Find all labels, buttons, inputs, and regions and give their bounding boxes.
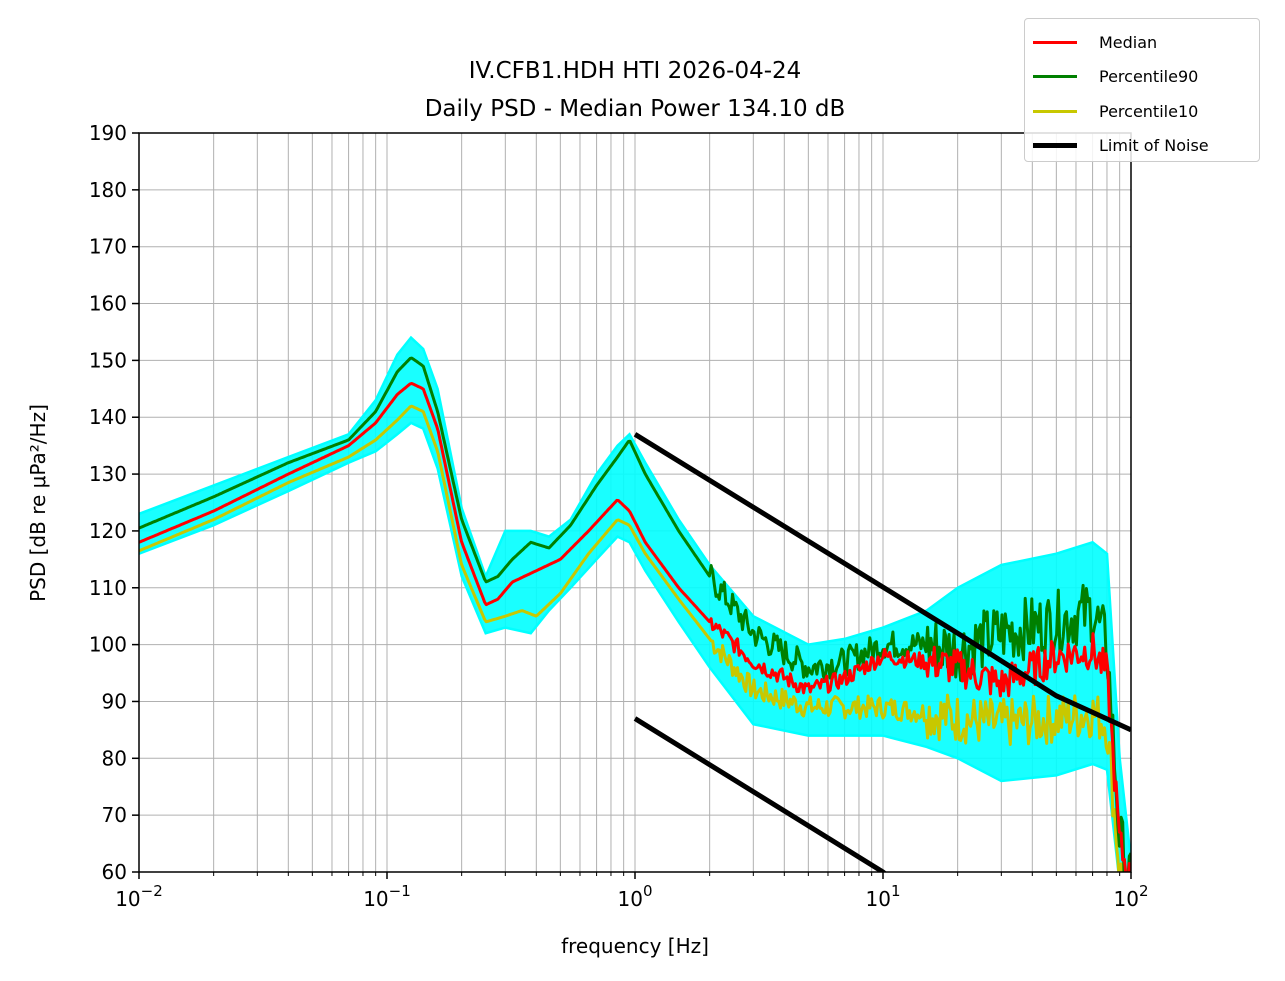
legend-item-median: Median: [1033, 25, 1251, 60]
legend-swatch-median: [1033, 40, 1077, 44]
series-percentile10: [139, 404, 1130, 872]
x-tick-label-base: 10: [866, 887, 891, 911]
series-percentile90: [139, 356, 1131, 872]
x-tick-label: 102: [1114, 882, 1149, 911]
x-tick-label-base: 10: [1114, 887, 1139, 911]
x-tick-label: 10−2: [115, 882, 163, 911]
legend-label-median: Median: [1099, 32, 1158, 52]
legend-swatch-percentile10: [1033, 109, 1077, 113]
x-tick-label-exponent: −1: [389, 882, 411, 900]
x-tick-label-base: 10: [115, 887, 140, 911]
x-tick-label-exponent: 1: [891, 882, 901, 900]
x-tick-label: 100: [618, 882, 653, 911]
axis-ticks: 6070809010011012013014015016017018019010…: [89, 121, 1149, 911]
hourly-band-upper-edge: [139, 335, 1131, 861]
y-tick-label: 170: [89, 235, 127, 259]
y-tick-label: 110: [89, 576, 127, 600]
legend-label-limit-of-noise: Limit of Noise: [1099, 136, 1209, 156]
series-median: [139, 382, 1131, 872]
y-tick-label: 130: [89, 462, 127, 486]
x-tick-label-exponent: 0: [643, 882, 653, 900]
x-tick-label-exponent: 2: [1139, 882, 1149, 900]
y-tick-label: 80: [102, 746, 127, 770]
x-tick-label-base: 10: [363, 887, 388, 911]
legend: Median Percentile90 Percentile10 Limit o…: [1024, 18, 1260, 162]
y-tick-label: 160: [89, 292, 127, 316]
y-axis-label: PSD [dB re μPa²/Hz]: [26, 404, 50, 602]
lower-noise-limit: [633, 716, 887, 872]
legend-item-percentile90: Percentile90: [1033, 60, 1251, 95]
hourly-psd-band: [139, 335, 1131, 872]
chart-title-line-1: IV.CFB1.HDH HTI 2026-04-24: [469, 58, 802, 84]
chart-title-line-2: Daily PSD - Median Power 134.10 dB: [425, 96, 846, 122]
legend-label-percentile10: Percentile10: [1099, 101, 1199, 121]
legend-label-percentile90: Percentile90: [1099, 67, 1199, 87]
y-tick-label: 180: [89, 178, 127, 202]
legend-swatch-limit-of-noise: [1033, 143, 1077, 149]
y-tick-label: 120: [89, 519, 127, 543]
x-tick-label-base: 10: [618, 887, 643, 911]
y-tick-label: 60: [102, 860, 127, 884]
y-tick-label: 150: [89, 348, 127, 372]
x-tick-label: 10−1: [363, 882, 411, 911]
y-tick-label: 70: [102, 803, 127, 827]
x-tick-label-exponent: −2: [141, 882, 163, 900]
x-tick-label: 101: [866, 882, 901, 911]
series-limit-of-noise: [633, 432, 1131, 733]
legend-item-limit-of-noise: Limit of Noise: [1033, 129, 1251, 164]
y-tick-label: 100: [89, 633, 127, 657]
x-axis-label: frequency [Hz]: [561, 934, 709, 958]
series-lines: [139, 356, 1131, 872]
y-tick-label: 140: [89, 405, 127, 429]
hourly-band-lower-edge: [139, 421, 1120, 872]
legend-item-percentile10: Percentile10: [1033, 94, 1251, 129]
y-tick-label: 190: [89, 121, 127, 145]
legend-swatch-percentile90: [1033, 75, 1077, 79]
y-tick-label: 90: [102, 689, 127, 713]
